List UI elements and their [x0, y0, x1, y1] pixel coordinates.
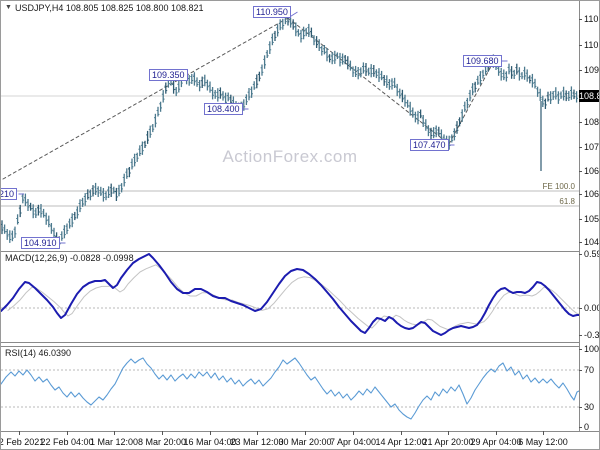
price-axis-tick-label: 105.455 — [584, 214, 600, 224]
macd-panel-bottom-border[interactable] — [1, 342, 579, 343]
price-axis-tickmark — [579, 308, 582, 309]
price-axis-tick-label: 106.790 — [584, 166, 600, 176]
time-axis-tickmark — [448, 431, 449, 435]
price-annotation[interactable]: 107.470 — [410, 139, 449, 151]
macd-line — [1, 253, 579, 336]
time-axis-tickmark — [210, 431, 211, 435]
time-tick-label: 6 May 12:00 — [518, 437, 568, 447]
price-axis-tickmark — [579, 242, 582, 243]
price-axis-tickmark — [579, 219, 582, 220]
price-panel-canvas[interactable] — [1, 1, 579, 251]
price-axis-tick-label: 100 — [584, 344, 600, 354]
time-axis-tickmark — [543, 431, 544, 435]
trendline-dashed — [287, 17, 450, 145]
price-axis-tick-label: 0 — [584, 422, 590, 432]
price-axis-tickmark — [579, 147, 582, 148]
price-axis-tick-label: 110.750 — [584, 14, 599, 24]
price-axis-tickmark — [579, 194, 582, 195]
time-tick-label: 30 Mar 20:00 — [278, 437, 332, 447]
time-axis-tickmark — [114, 431, 115, 435]
time-tick-label: 1 Mar 12:00 — [89, 437, 139, 447]
candlesticks — [1, 12, 578, 248]
current-price-badge: 108.821 — [579, 90, 599, 102]
price-axis-tickmark — [579, 45, 582, 46]
price-axis-tick-label: 109.430 — [584, 65, 600, 75]
price-axis-tickmark — [579, 19, 582, 20]
rsi-indicator-label: RSI(14) 46.0390 — [5, 348, 72, 358]
time-axis-tickmark — [19, 431, 20, 435]
time-tick-label: 23 Mar 12:00 — [230, 437, 284, 447]
macd-panel-canvas[interactable] — [1, 251, 579, 342]
time-tick-label: 14 Apr 12:00 — [375, 437, 427, 447]
rsi-line — [1, 357, 579, 420]
rsi-panel-canvas[interactable] — [1, 346, 579, 431]
time-tick-label: 29 Apr 04:00 — [470, 437, 522, 447]
price-annotation[interactable]: 104.910 — [21, 237, 60, 249]
price-axis-tick-label: -0.3158 — [584, 330, 600, 340]
time-axis-tickmark — [496, 431, 497, 435]
time-tick-label: 12 Feb 2021 — [1, 437, 45, 447]
price-axis-tick-label: 30 — [584, 402, 595, 412]
price-axis-tickmark — [579, 349, 582, 350]
price-axis-tick-label: 0.00 — [584, 303, 600, 313]
price-annotation[interactable]: 109.350 — [149, 69, 188, 81]
symbol-dropdown-icon[interactable]: ▼ — [5, 4, 12, 11]
price-axis-tickmark — [579, 427, 582, 428]
price-axis-tickmark — [579, 122, 582, 123]
price-annotation[interactable]: 110.950 — [253, 6, 291, 18]
time-axis-tickmark — [162, 431, 163, 435]
fib-line-label: FE 100.0 — [542, 182, 575, 191]
time-tick-label: 21 Apr 20:00 — [422, 437, 474, 447]
rsi-panel-top-border — [1, 346, 579, 347]
time-tick-label: 22 Feb 04:00 — [40, 437, 94, 447]
time-tick-label: 16 Mar 04:00 — [183, 437, 237, 447]
panel-separator-price-macd[interactable] — [1, 251, 579, 252]
time-axis-tickmark — [67, 431, 68, 435]
time-tick-label: 8 Mar 20:00 — [137, 437, 187, 447]
price-axis-tickmark — [579, 335, 582, 336]
price-axis-tickmark — [579, 70, 582, 71]
price-annotation[interactable]: 210 — [1, 188, 18, 200]
time-axis-tickmark — [305, 431, 306, 435]
fib-line-label: 61.8 — [559, 197, 575, 206]
chart-title: USDJPY,H4 108.805 108.825 108.800 108.82… — [15, 3, 204, 13]
time-axis-border — [1, 431, 599, 432]
price-axis-border — [579, 1, 580, 431]
price-axis-tick-label: 104.795 — [584, 237, 600, 247]
price-axis-tickmark — [579, 171, 582, 172]
price-axis-tick-label: 0.5958 — [584, 249, 599, 259]
price-axis-tick-label: 70 — [584, 365, 595, 375]
price-axis-tickmark — [579, 370, 582, 371]
time-axis-tickmark — [257, 431, 258, 435]
time-tick-label: 7 Apr 04:00 — [329, 437, 377, 447]
price-axis-tickmark — [579, 254, 582, 255]
watermark: ActionForex.com — [222, 147, 358, 166]
trendline-dashed — [448, 58, 496, 145]
price-annotation[interactable]: 108.400 — [204, 103, 243, 115]
macd-indicator-label: MACD(12,26,9) -0.0828 -0.0998 — [5, 253, 134, 263]
price-axis-tick-label: 106.115 — [584, 189, 600, 199]
price-axis-tickmark — [579, 407, 582, 408]
price-axis-tick-label: 107.450 — [584, 142, 600, 152]
price-annotation[interactable]: 109.680 — [463, 55, 502, 67]
trendline-dashed — [2, 17, 289, 180]
price-axis-tick-label: 108.110 — [584, 117, 600, 127]
price-axis-tick-label: 110.090 — [584, 40, 599, 50]
time-axis-tickmark — [353, 431, 354, 435]
time-axis-tickmark — [401, 431, 402, 435]
